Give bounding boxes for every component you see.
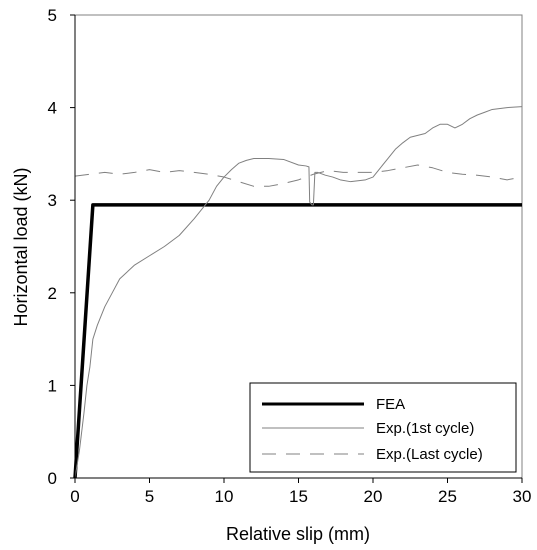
- x-axis-title: Relative slip (mm): [226, 524, 370, 544]
- legend-label-fea: FEA: [376, 396, 405, 413]
- series-line-exp-1st-cycle: [74, 106, 523, 479]
- series-layer: [73, 106, 523, 479]
- legend-label-exp-1st-cycle: Exp.(1st cycle): [376, 420, 474, 437]
- y-tick-label: 0: [48, 469, 57, 488]
- y-axis-title: Horizontal load (kN): [11, 167, 31, 326]
- series-line-fea: [73, 203, 522, 479]
- x-tick-label: 10: [215, 487, 234, 506]
- x-tick-label: 15: [289, 487, 308, 506]
- x-tick-label: 25: [438, 487, 457, 506]
- y-tick-label: 1: [48, 376, 57, 395]
- y-tick-label: 5: [48, 6, 57, 25]
- y-tick-label: 3: [48, 191, 57, 210]
- axis-layer: [70, 14, 523, 483]
- x-tick-label: 0: [70, 487, 79, 506]
- series-line-exp-last-cycle: [74, 164, 523, 187]
- y-tick-label: 2: [48, 284, 57, 303]
- x-tick-label: 30: [513, 487, 532, 506]
- y-tick-label: 4: [48, 99, 57, 118]
- legend-label-exp-last-cycle: Exp.(Last cycle): [376, 446, 483, 463]
- x-tick-label: 5: [145, 487, 154, 506]
- legend: FEA Exp.(1st cycle) Exp.(Last cycle): [249, 382, 517, 473]
- x-tick-label: 20: [364, 487, 383, 506]
- tick-label-layer: 0 5 10 15 20 25 30 0 1 2 3 4 5: [48, 6, 532, 506]
